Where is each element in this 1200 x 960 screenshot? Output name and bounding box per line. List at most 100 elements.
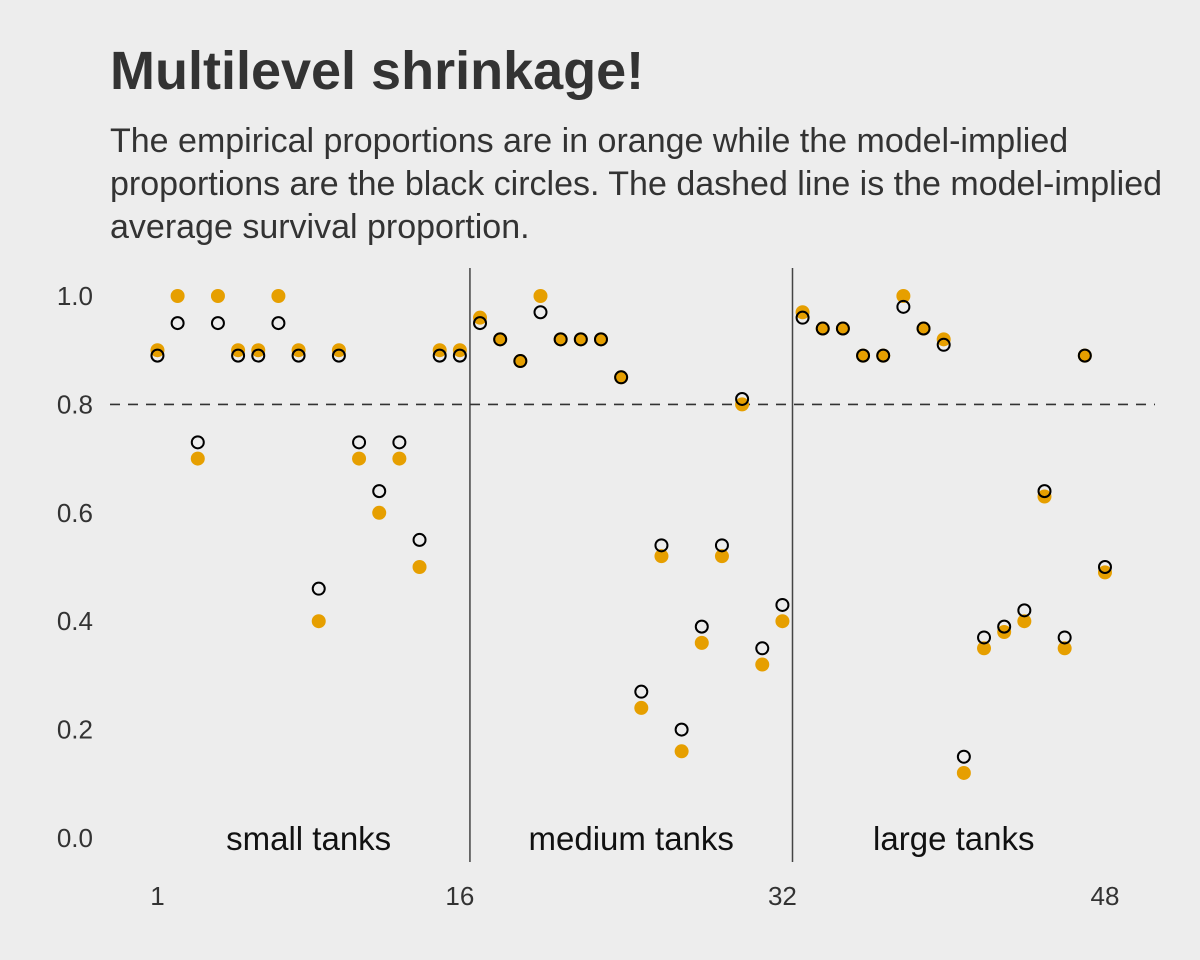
y-axis-ticks: 0.0 0.2 0.4 0.6 0.8 1.0	[57, 281, 93, 853]
model-point	[795, 310, 810, 325]
empirical-point	[352, 451, 367, 466]
empirical-point	[311, 614, 326, 629]
model-point	[755, 641, 770, 656]
model-point	[997, 619, 1012, 634]
y-tick-label: 0.2	[57, 715, 93, 745]
model-point	[1017, 603, 1032, 618]
empirical-points	[150, 289, 1112, 780]
empirical-point	[372, 505, 387, 520]
empirical-point	[533, 289, 548, 303]
model-point	[654, 538, 669, 553]
empirical-point	[977, 641, 992, 656]
chart-subtitle: The empirical proportions are in orange …	[110, 122, 1163, 246]
model-point	[150, 348, 165, 363]
empirical-point	[694, 635, 709, 650]
model-points	[150, 299, 1112, 764]
empirical-point	[170, 289, 185, 303]
model-point	[815, 321, 830, 336]
empirical-point	[493, 332, 508, 347]
group-label: large tanks	[873, 820, 1034, 857]
model-point	[452, 348, 467, 363]
model-point	[210, 316, 225, 331]
y-tick-label: 0.0	[57, 823, 93, 853]
empirical-point	[1077, 348, 1092, 363]
x-tick-label: 32	[768, 881, 797, 911]
model-point	[190, 435, 205, 450]
model-point	[1037, 484, 1052, 499]
group-labels: small tanks medium tanks large tanks	[226, 820, 1034, 857]
model-point	[473, 316, 488, 331]
empirical-point	[573, 332, 588, 347]
empirical-point	[412, 560, 427, 574]
x-tick-label: 1	[150, 881, 164, 911]
empirical-point	[190, 451, 205, 466]
empirical-point	[856, 348, 871, 363]
model-point	[432, 348, 447, 363]
model-point	[775, 597, 790, 612]
model-point	[311, 581, 326, 596]
model-point	[876, 348, 891, 363]
model-point	[513, 354, 528, 369]
model-point	[251, 348, 266, 363]
group-label: small tanks	[226, 820, 391, 857]
model-point	[493, 332, 508, 347]
empirical-point	[674, 744, 689, 759]
model-point	[593, 332, 608, 347]
model-point	[977, 630, 992, 645]
empirical-point	[392, 451, 407, 466]
group-label: medium tanks	[529, 820, 734, 857]
empirical-point	[513, 354, 528, 369]
x-tick-label: 48	[1091, 881, 1120, 911]
model-point	[1057, 630, 1072, 645]
group-dividers	[469, 268, 794, 862]
model-point	[412, 532, 427, 547]
y-tick-label: 0.6	[57, 498, 93, 528]
model-point	[271, 316, 286, 331]
empirical-point	[1057, 641, 1072, 656]
model-point	[231, 348, 246, 363]
x-tick-label: 16	[445, 881, 474, 911]
empirical-point	[835, 321, 850, 336]
empirical-point	[1017, 614, 1032, 629]
chart-title: Multilevel shrinkage!	[110, 41, 645, 101]
x-axis-ticks: 1 16 32 48	[150, 881, 1119, 911]
y-tick-label: 0.4	[57, 606, 93, 636]
model-point	[735, 391, 750, 406]
model-point	[331, 348, 346, 363]
model-point	[835, 321, 850, 336]
model-point	[614, 370, 629, 385]
empirical-point	[593, 332, 608, 347]
empirical-point	[210, 289, 225, 303]
empirical-point	[775, 614, 790, 629]
model-point	[291, 348, 306, 363]
model-point	[392, 435, 407, 450]
model-point	[573, 332, 588, 347]
model-point	[553, 332, 568, 347]
model-point	[1097, 560, 1112, 574]
empirical-point	[876, 348, 891, 363]
model-point	[372, 484, 387, 499]
model-point	[634, 684, 649, 699]
model-point	[352, 435, 367, 450]
model-point	[896, 299, 911, 314]
model-point	[694, 619, 709, 634]
empirical-point	[553, 332, 568, 347]
model-point	[533, 305, 548, 320]
y-tick-label: 1.0	[57, 281, 93, 311]
model-point	[956, 749, 971, 764]
empirical-point	[896, 289, 911, 303]
empirical-point	[714, 549, 729, 564]
model-point	[856, 348, 871, 363]
empirical-point	[271, 289, 286, 303]
empirical-point	[614, 370, 629, 385]
model-point	[936, 337, 951, 352]
y-tick-label: 0.8	[57, 389, 93, 419]
empirical-point	[815, 321, 830, 336]
model-point	[1077, 348, 1092, 363]
model-point	[916, 321, 931, 336]
model-point	[674, 722, 689, 737]
model-point	[714, 538, 729, 553]
empirical-point	[956, 765, 971, 780]
empirical-point	[634, 700, 649, 715]
